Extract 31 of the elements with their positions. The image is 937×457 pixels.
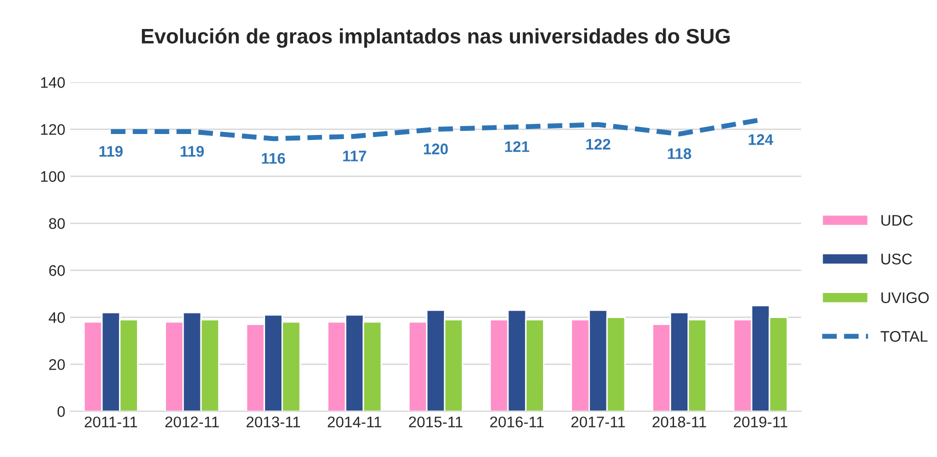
y-tick-label: 100 bbox=[41, 171, 65, 182]
x-tick-label: 2013-11 bbox=[246, 416, 300, 428]
data-label: 116 bbox=[262, 152, 286, 164]
legend-label: UVIGO bbox=[881, 292, 929, 304]
y-tick-label: 140 bbox=[41, 77, 65, 88]
data-label: 120 bbox=[424, 144, 448, 154]
y-tick-label: 0 bbox=[58, 406, 65, 417]
y-tick-label: 40 bbox=[48, 312, 65, 323]
y-tick-label: 80 bbox=[49, 218, 65, 229]
y-tick-label: 120 bbox=[41, 124, 65, 135]
data-label: 119 bbox=[100, 146, 123, 157]
y-tick-label: 60 bbox=[49, 265, 65, 276]
x-tick-label: 2019-11 bbox=[734, 416, 788, 428]
legend-label: TOTAL bbox=[880, 330, 928, 342]
x-tick-label: 2014-11 bbox=[328, 416, 382, 428]
data-label: 122 bbox=[586, 138, 610, 150]
data-label: 119 bbox=[180, 146, 204, 157]
x-tick-label: 2012-11 bbox=[165, 416, 219, 428]
data-label: 121 bbox=[505, 141, 530, 152]
x-tick-label: 2018-11 bbox=[652, 416, 706, 428]
data-label: 124 bbox=[748, 134, 774, 145]
x-tick-label: 2016-11 bbox=[490, 416, 544, 428]
data-label: 118 bbox=[668, 148, 692, 160]
x-tick-label: 2011-11 bbox=[84, 416, 138, 428]
chart-title: Evolución de graos implantados nas universidades do SUG bbox=[142, 28, 730, 48]
y-tick-label: 20 bbox=[49, 359, 65, 370]
data-label: 117 bbox=[343, 150, 366, 162]
legend-label: UDC bbox=[881, 214, 913, 226]
x-tick-label: 2017-11 bbox=[571, 416, 625, 428]
legend-label: USC bbox=[881, 254, 912, 264]
x-tick-label: 2015-11 bbox=[409, 416, 462, 428]
